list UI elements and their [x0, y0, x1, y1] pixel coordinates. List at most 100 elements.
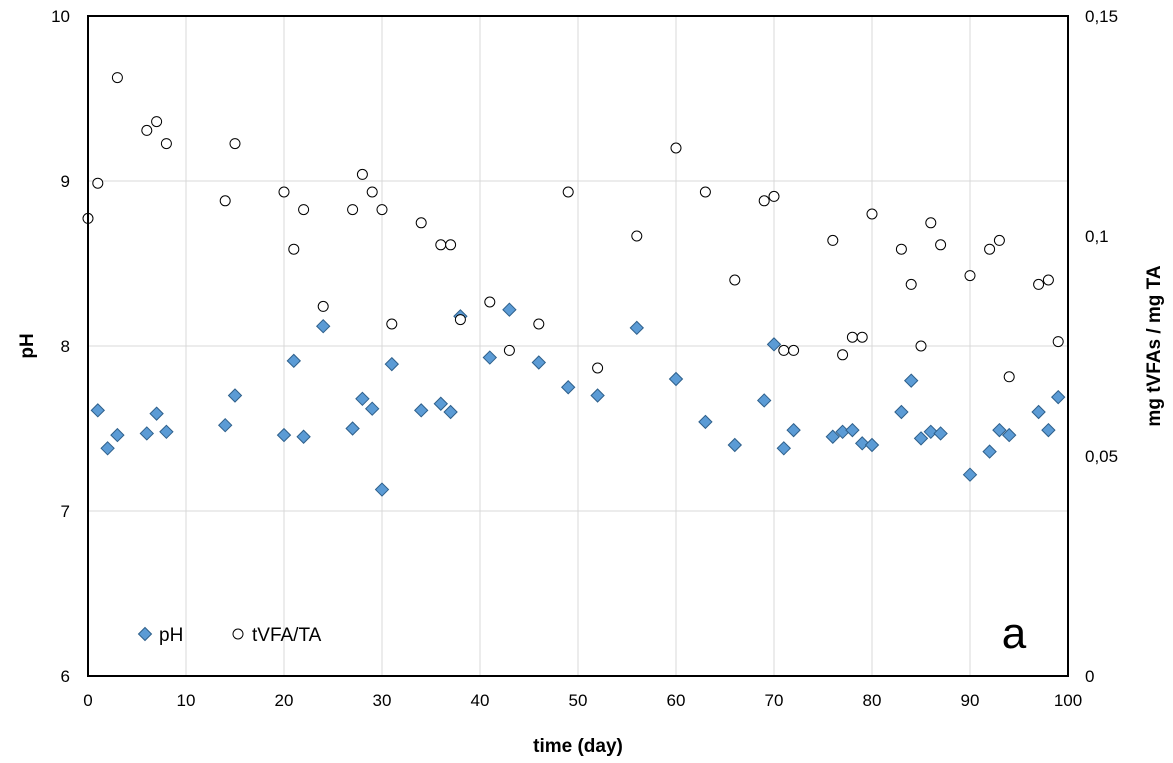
ph-point	[590, 388, 605, 403]
tvfa-ta-point	[778, 344, 790, 356]
tvfa-ta-point	[631, 230, 643, 242]
tvfa-ta-point	[562, 186, 574, 198]
ph-point	[345, 421, 360, 436]
ph-point	[384, 356, 400, 372]
x-tick-label: 50	[569, 691, 588, 710]
y-right-tick-label: 0	[1085, 667, 1094, 686]
y-right-tick-label: 0,1	[1085, 227, 1109, 246]
x-tick-label: 90	[961, 691, 980, 710]
y-axis-right-title: mg tVFAs / mg TA	[1144, 265, 1165, 426]
ph-point	[110, 427, 125, 443]
ph-point	[786, 422, 801, 438]
ph-point	[560, 380, 576, 395]
x-tick-label: 80	[863, 691, 882, 710]
ph-point	[854, 436, 870, 451]
tvfa-ta-point	[503, 344, 515, 356]
tvfa-ta-point	[592, 362, 604, 374]
ph-point	[433, 396, 449, 411]
data-layer	[82, 72, 1066, 497]
ph-point	[217, 417, 233, 433]
ph-point	[286, 353, 302, 369]
legend-label-ph: pH	[159, 625, 183, 646]
x-tick-label: 60	[667, 691, 686, 710]
tvfa-ta-point	[141, 124, 153, 136]
y-right-tick-label: 0,05	[1085, 447, 1118, 466]
tvfa-ta-point	[1052, 336, 1064, 348]
y-left-tick-label: 9	[61, 172, 70, 191]
ph-point	[923, 424, 939, 440]
tvfa-ta-point	[758, 195, 770, 207]
tvfa-ta-point	[837, 349, 849, 361]
tvfa-ta-point	[229, 138, 241, 150]
ph-point	[139, 426, 155, 441]
ph-point	[962, 467, 978, 482]
tvfa-ta-point	[435, 239, 447, 251]
legend-marker-diamond	[137, 626, 153, 642]
ph-point	[845, 422, 860, 438]
ph-point	[149, 406, 164, 421]
tvfa-ta-point	[415, 217, 427, 229]
panel-label: a	[1002, 609, 1027, 658]
tvfa-ta-point	[729, 274, 741, 286]
x-tick-label: 70	[765, 691, 784, 710]
ph-point	[315, 318, 331, 334]
tvfa-ta-point	[1042, 274, 1054, 286]
tvfa-ta-point	[219, 195, 231, 207]
tvfa-ta-point	[376, 204, 388, 216]
y-right-tick-label: 0,15	[1085, 7, 1118, 26]
tvfa-ta-point	[92, 177, 104, 189]
legend-marker-circle	[232, 628, 244, 640]
ph-point	[913, 431, 929, 446]
ph-point	[276, 427, 292, 443]
x-axis-title: time (day)	[533, 736, 623, 757]
ph-point	[413, 403, 429, 418]
legend-item-ph: pH	[137, 625, 183, 646]
x-tick-label: 0	[83, 691, 92, 710]
ph-point	[766, 337, 782, 352]
tvfa-ta-point	[905, 278, 917, 290]
ph-point	[776, 441, 792, 456]
tvfa-ta-point	[347, 204, 359, 216]
ph-point	[903, 373, 919, 388]
ph-point	[894, 404, 909, 420]
x-tick-label: 40	[471, 691, 490, 710]
tvfa-ta-point	[366, 186, 378, 198]
tvfa-ta-point	[533, 318, 545, 330]
tvfa-ta-point	[278, 186, 290, 198]
tvfa-ta-point	[984, 243, 996, 255]
ph-point	[1041, 422, 1056, 438]
tvfa-ta-point	[317, 300, 329, 312]
x-tick-label: 10	[177, 691, 196, 710]
tvfa-ta-point	[827, 234, 839, 246]
ph-point	[668, 371, 684, 387]
ph-point	[1050, 389, 1066, 405]
ph-point	[864, 437, 880, 453]
y-left-tick-label: 6	[61, 667, 70, 686]
plot-frame	[87, 15, 1069, 677]
x-tick-label: 30	[373, 691, 392, 710]
tvfa-ta-point	[160, 138, 172, 150]
x-tick-label: 20	[275, 691, 294, 710]
ph-point	[629, 320, 645, 336]
x-tick-label: 100	[1054, 691, 1082, 710]
legend-item-tvfa-ta: tVFA/TA	[232, 625, 322, 646]
tvfa-ta-point	[915, 340, 927, 352]
ph-point	[756, 393, 772, 408]
ph-point	[1031, 404, 1046, 420]
tvfa-ta-point	[670, 142, 682, 154]
ph-point	[443, 404, 458, 420]
tvfa-ta-point	[484, 296, 496, 308]
y-axis-left-title: pH	[17, 333, 38, 358]
tvfa-ta-point	[288, 243, 300, 255]
tvfa-ta-point	[964, 270, 976, 282]
ph-point	[992, 422, 1007, 438]
ph-point	[227, 388, 243, 403]
ph-point	[90, 403, 106, 418]
tvfa-ta-point	[111, 72, 123, 84]
tvfa-ta-point	[788, 344, 800, 356]
ph-point	[531, 355, 547, 370]
tvfa-ta-point	[866, 208, 878, 220]
y-left-tick-label: 7	[61, 502, 70, 521]
